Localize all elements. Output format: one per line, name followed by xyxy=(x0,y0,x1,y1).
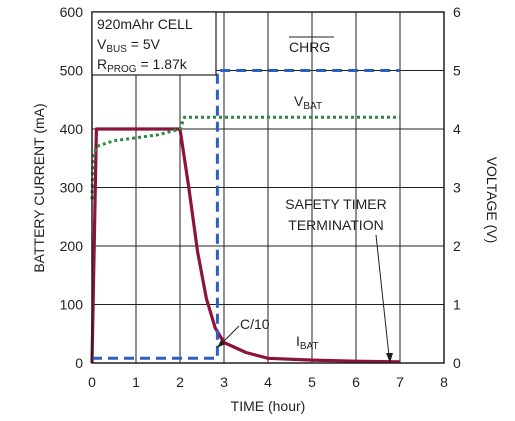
chrg-line xyxy=(92,69,400,360)
series-layer xyxy=(90,69,401,364)
x-tick-label: 5 xyxy=(308,374,316,390)
y-left-axis-title: BATTERY CURRENT (mA) xyxy=(31,103,47,272)
safety-timer-callout: SAFETY TIMER TERMINATION xyxy=(285,196,393,363)
x-tick-label: 1 xyxy=(132,374,140,390)
x-tick-label: 7 xyxy=(396,374,404,390)
info-cell: 920mAhr CELL xyxy=(97,16,193,32)
c10-text: C/10 xyxy=(240,316,270,332)
c10-arrow-line xyxy=(220,325,240,345)
y-right-tick-label: 6 xyxy=(453,4,461,20)
plot-frame xyxy=(91,11,445,364)
info-vbus: VBUS = 5V xyxy=(97,36,161,55)
c10-callout: C/10 xyxy=(217,316,270,348)
y-right-tick-label: 5 xyxy=(453,63,461,79)
y-right-tick-label: 1 xyxy=(453,297,461,313)
chrg-text: CHRG xyxy=(289,39,330,55)
x-tick-label: 8 xyxy=(440,374,448,390)
y-left-tick-label: 400 xyxy=(60,121,84,137)
y-right-tick-label: 0 xyxy=(453,355,461,371)
vbat-label: VBAT xyxy=(294,93,322,112)
y-left-tick-label: 600 xyxy=(60,4,84,20)
y-left-tick-labels: 0 100 200 300 400 500 600 xyxy=(60,4,84,371)
info-rprog: RPROG = 1.87k xyxy=(97,56,188,75)
y-right-axis-title: VOLTAGE (V) xyxy=(484,157,500,244)
chrg-label: CHRG xyxy=(289,36,334,55)
y-right-tick-label: 3 xyxy=(453,180,461,196)
x-axis-title: TIME (hour) xyxy=(231,398,306,414)
y-right-tick-label: 2 xyxy=(453,238,461,254)
x-tick-label: 0 xyxy=(88,374,96,390)
x-tick-label: 3 xyxy=(220,374,228,390)
y-right-tick-labels: 0 1 2 3 4 5 6 xyxy=(453,4,461,371)
y-right-tick-label: 4 xyxy=(453,121,461,137)
x-tick-label: 4 xyxy=(264,374,272,390)
grid xyxy=(91,11,445,364)
c10-arrow-head xyxy=(217,340,225,348)
y-left-tick-label: 500 xyxy=(60,63,84,79)
x-tick-label: 6 xyxy=(352,374,360,390)
safety-arrow-line xyxy=(375,234,390,357)
safety-line1: SAFETY TIMER xyxy=(285,196,386,212)
x-tick-labels: 0 1 2 3 4 5 6 7 8 xyxy=(88,374,448,390)
x-tick-label: 2 xyxy=(176,374,184,390)
y-left-tick-label: 0 xyxy=(75,355,83,371)
ibat-label: IBAT xyxy=(296,333,319,352)
info-box-border xyxy=(91,11,217,76)
y-left-tick-label: 100 xyxy=(60,297,84,313)
info-box: 920mAhr CELL VBUS = 5V RPROG = 1.87k xyxy=(91,11,217,76)
y-left-tick-label: 300 xyxy=(60,180,84,196)
y-left-tick-label: 200 xyxy=(60,238,84,254)
safety-line2: TERMINATION xyxy=(288,217,383,233)
safety-arrow-head xyxy=(386,353,393,363)
